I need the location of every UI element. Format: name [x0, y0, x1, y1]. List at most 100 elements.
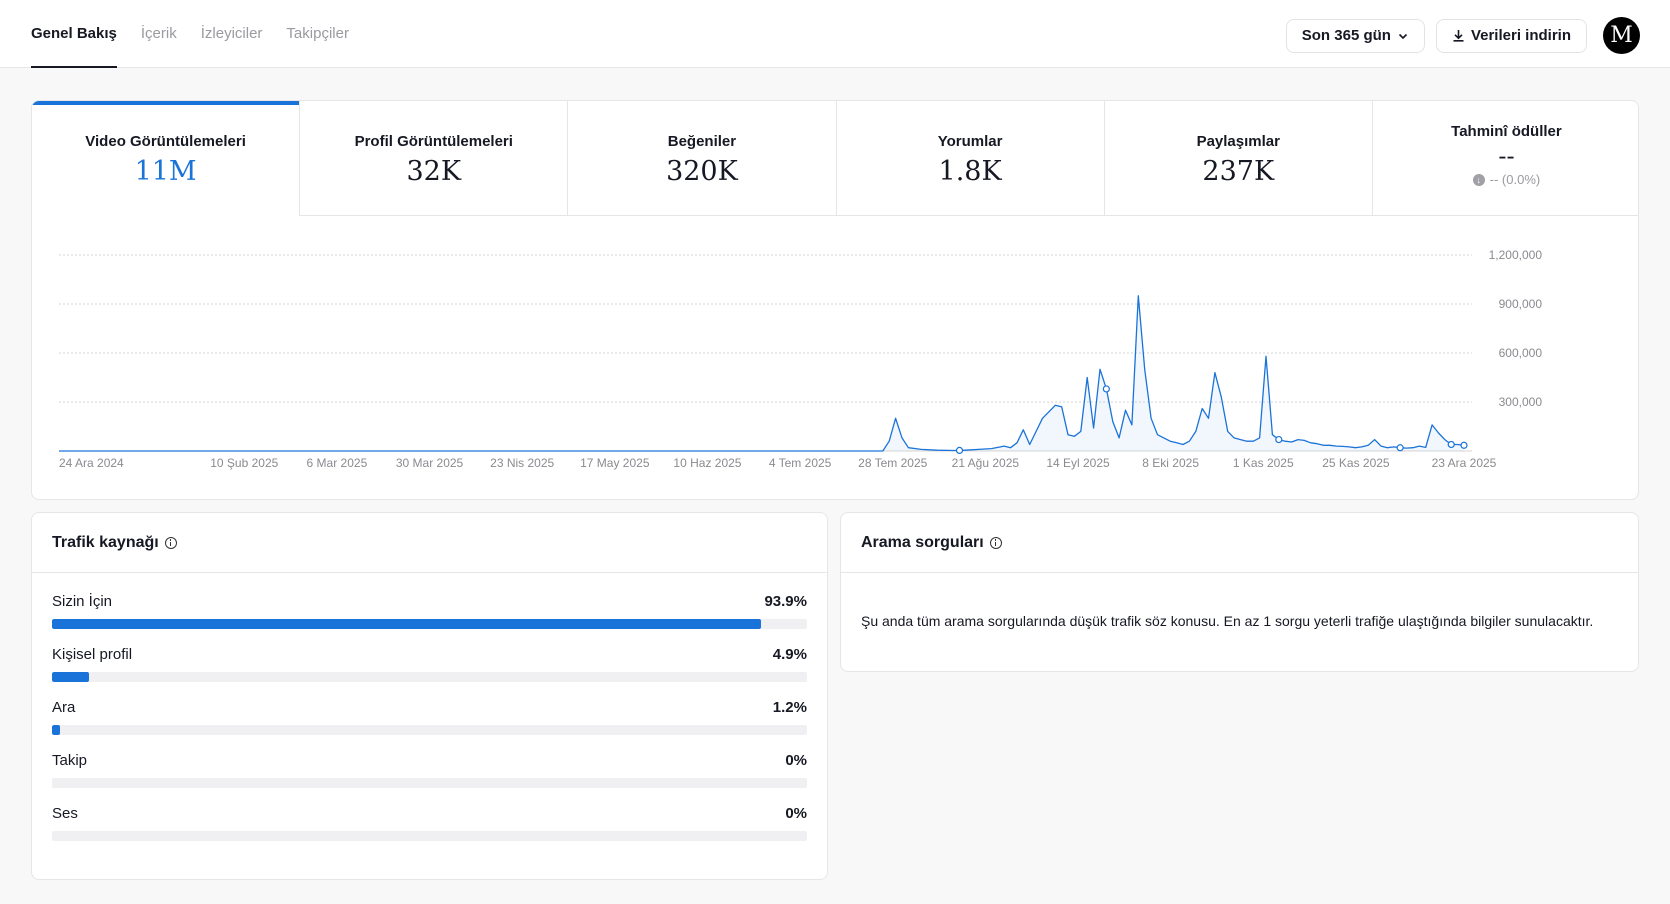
- x-tick-label: 10 Haz 2025: [673, 456, 741, 470]
- metric-label: Yorumlar: [937, 133, 1003, 150]
- traffic-source-bar-track: [52, 725, 807, 735]
- metric-change-text: -- (0.0%): [1489, 172, 1541, 187]
- traffic-source-header: Trafik kaynağı: [32, 513, 827, 573]
- metric-estimated-rewards[interactable]: Tahminî ödüller -- ↓ -- (0.0%): [1372, 101, 1638, 216]
- metric-label: Video Görüntülemeleri: [85, 133, 246, 150]
- avatar[interactable]: M: [1603, 17, 1640, 54]
- tab-viewers[interactable]: İzleyiciler: [200, 25, 263, 42]
- x-tick-label: 6 Mar 2025: [307, 456, 368, 470]
- traffic-source-item: Ses 0%: [52, 805, 807, 841]
- x-tick-label: 23 Ara 2025: [1432, 456, 1497, 470]
- traffic-source-label: Takip: [52, 752, 88, 769]
- search-queries-card: Arama sorguları Şu anda tüm arama sorgul…: [840, 512, 1639, 672]
- metric-label: Paylaşımlar: [1196, 133, 1280, 150]
- traffic-source-item: Ara 1.2%: [52, 699, 807, 735]
- download-icon: [1453, 30, 1464, 42]
- nav-tabs: Genel Bakış İçerik İzleyiciler Takipçile…: [31, 0, 373, 68]
- metric-value: 237K: [1202, 156, 1275, 187]
- search-queries-title: Arama sorguları: [861, 533, 984, 551]
- traffic-source-label: Ses: [52, 805, 78, 822]
- metric-likes[interactable]: Beğeniler 320K: [568, 101, 837, 216]
- search-queries-empty-message: Şu anda tüm arama sorgularında düşük tra…: [861, 613, 1594, 629]
- traffic-source-percent: 4.9%: [772, 646, 807, 663]
- metric-value: 320K: [666, 156, 738, 187]
- traffic-source-title: Trafik kaynağı: [52, 533, 159, 551]
- tab-content[interactable]: İçerik: [140, 25, 177, 42]
- metric-profile-views[interactable]: Profil Görüntülemeleri 32K: [300, 101, 569, 216]
- metric-comments[interactable]: Yorumlar 1.8K: [836, 101, 1105, 216]
- info-icon[interactable]: [164, 536, 177, 549]
- traffic-source-percent: 0%: [785, 752, 807, 769]
- series-line: [59, 295, 1465, 452]
- x-tick-label: 23 Nis 2025: [490, 456, 554, 470]
- tab-overview[interactable]: Genel Bakış: [31, 0, 117, 68]
- traffic-source-bar-fill: [52, 619, 761, 629]
- data-point-marker: [1102, 385, 1110, 393]
- date-range-dropdown[interactable]: Son 365 gün: [1285, 18, 1425, 53]
- x-tick-label: 4 Tem 2025: [769, 456, 832, 470]
- x-tick-label: 10 Şub 2025: [210, 456, 278, 470]
- traffic-source-percent: 0%: [785, 805, 807, 822]
- data-point-marker: [1447, 440, 1455, 449]
- y-tick-label: 900,000: [1499, 297, 1543, 311]
- series-area: [59, 295, 1464, 451]
- metric-change: ↓ -- (0.0%): [1373, 172, 1638, 187]
- traffic-source-row: Sizin İçin 93.9%: [52, 593, 807, 613]
- date-range-label: Son 365 gün: [1301, 27, 1391, 44]
- metric-label: Beğeniler: [667, 133, 737, 150]
- info-icon[interactable]: [989, 536, 1002, 549]
- traffic-source-label: Sizin İçin: [52, 593, 113, 610]
- traffic-source-bar-fill: [52, 725, 60, 735]
- overview-card: Video Görüntülemeleri 11M Profil Görüntü…: [31, 100, 1639, 500]
- metric-tabs: Video Görüntülemeleri 11M Profil Görüntü…: [32, 101, 1638, 216]
- y-tick-label: 300,000: [1499, 395, 1543, 409]
- y-tick-label: 600,000: [1499, 346, 1543, 360]
- metric-video-views[interactable]: Video Görüntülemeleri 11M: [32, 101, 301, 216]
- traffic-source-list: Sizin İçin 93.9% Kişisel profil 4.9% Ara 1.2%…: [32, 593, 827, 841]
- x-tick-label: 24 Ara 2024: [59, 456, 124, 470]
- data-point-marker: [1275, 435, 1283, 444]
- traffic-source-percent: 93.9%: [764, 593, 807, 610]
- traffic-source-row: Takip 0%: [52, 752, 807, 772]
- traffic-source-bar-fill: [52, 672, 89, 682]
- metric-value: 11M: [134, 156, 197, 187]
- data-point-marker: [955, 446, 964, 455]
- traffic-source-label: Ara: [52, 699, 76, 716]
- traffic-source-row: Ara 1.2%: [52, 699, 807, 719]
- search-queries-header: Arama sorguları: [841, 513, 1638, 573]
- traffic-source-percent: 1.2%: [772, 699, 807, 716]
- metric-shares[interactable]: Paylaşımlar 237K: [1104, 101, 1373, 216]
- chevron-down-icon: [1398, 33, 1408, 39]
- traffic-source-bar-track: [52, 778, 807, 788]
- views-line-chart[interactable]: 1,200,000 900,000 600,000 300,000 24 Ara 202…: [32, 216, 1639, 500]
- traffic-source-item: Kişisel profil 4.9%: [52, 646, 807, 682]
- traffic-source-row: Ses 0%: [52, 805, 807, 825]
- traffic-source-item: Sizin İçin 93.9%: [52, 593, 807, 629]
- traffic-source-row: Kişisel profil 4.9%: [52, 646, 807, 666]
- metric-value: --: [1498, 142, 1515, 170]
- top-bar: Genel Bakış İçerik İzleyiciler Takipçile…: [0, 0, 1670, 68]
- metric-label: Tahminî ödüller: [1451, 123, 1562, 140]
- y-tick-label: 1,200,000: [1489, 248, 1543, 262]
- x-tick-label: 17 May 2025: [580, 456, 650, 470]
- metric-label: Profil Görüntülemeleri: [354, 133, 513, 150]
- traffic-source-item: Takip 0%: [52, 752, 807, 788]
- download-data-label: Verileri indirin: [1470, 27, 1571, 44]
- tab-followers[interactable]: Takipçiler: [286, 25, 349, 42]
- data-point-marker: [1460, 441, 1468, 449]
- data-point-marker: [1396, 444, 1404, 452]
- download-data-button[interactable]: Verileri indirin: [1435, 18, 1587, 53]
- arrow-down-circle-icon: ↓: [1472, 173, 1485, 186]
- x-tick-label: 21 Ağu 2025: [952, 456, 1020, 470]
- metric-value: 32K: [406, 156, 462, 187]
- metric-value: 1.8K: [938, 156, 1002, 187]
- header-actions: Son 365 gün Verileri indirin M: [1285, 17, 1640, 54]
- x-tick-label: 14 Eyl 2025: [1046, 456, 1110, 470]
- x-tick-label: 25 Kas 2025: [1322, 456, 1390, 470]
- traffic-source-bar-track: [52, 831, 807, 841]
- traffic-source-label: Kişisel profil: [52, 646, 133, 663]
- traffic-source-card: Trafik kaynağı Sizin İçin 93.9% Kişisel pr…: [31, 512, 828, 880]
- x-tick-label: 8 Eki 2025: [1142, 456, 1199, 470]
- x-tick-label: 1 Kas 2025: [1233, 456, 1294, 470]
- x-tick-label: 28 Tem 2025: [858, 456, 927, 470]
